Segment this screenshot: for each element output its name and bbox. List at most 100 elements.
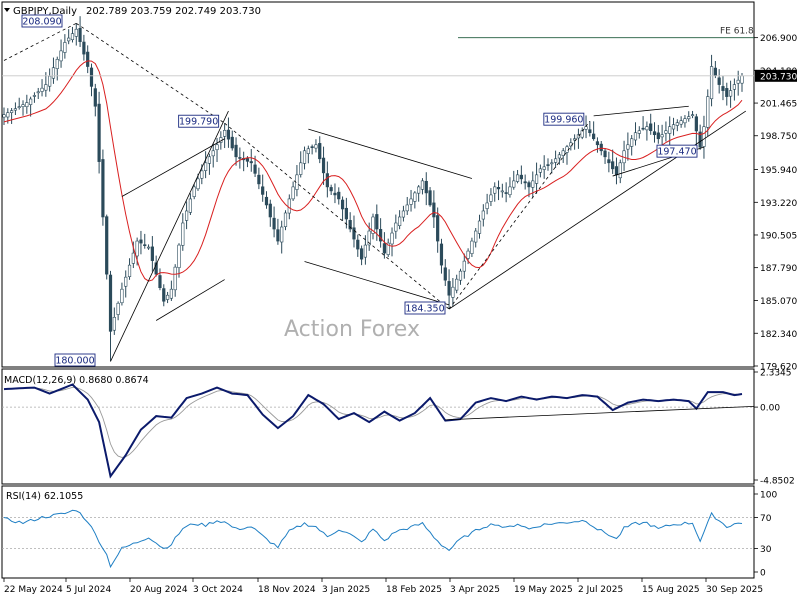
annotation-box [404, 301, 446, 315]
annotation-label: 199.960 [544, 115, 583, 126]
candle-body [337, 191, 341, 200]
candle-body [124, 276, 128, 287]
candle-body [671, 124, 676, 130]
annotation-box [656, 144, 698, 158]
upper-channel-line-1 [110, 110, 229, 362]
macd-pane-frame [1, 368, 755, 485]
candle-body [732, 84, 736, 90]
macd-line [3, 383, 743, 479]
candle-body [728, 90, 733, 97]
candle-body [709, 66, 714, 100]
candle-body [474, 230, 478, 243]
candle-body [257, 174, 261, 185]
annotation-label: 208.090 [22, 17, 61, 28]
candle-body [146, 246, 151, 249]
candle-body [455, 278, 459, 291]
candle-body [116, 302, 120, 315]
candle-body [614, 166, 619, 176]
price-tick-label: 206.900 [760, 34, 797, 44]
candle-body [382, 243, 387, 254]
x-tick-label: 3 Jan 2025 [322, 585, 370, 595]
candle-body [333, 192, 337, 196]
x-tick-label: 30 Sep 2025 [706, 585, 763, 595]
rsi-tick-label: 100 [760, 491, 777, 501]
candle-body [40, 87, 44, 92]
candle-body [424, 180, 428, 194]
candle-body [675, 122, 679, 126]
candle-body [436, 215, 440, 242]
candle-body [706, 96, 710, 128]
candle-body [641, 127, 645, 130]
lower-channel-line [155, 279, 225, 321]
candle-body [67, 37, 71, 42]
candle-body [238, 157, 242, 159]
annotation-label: 199.790 [179, 117, 218, 128]
candle-body [401, 210, 406, 218]
annotation-box [543, 112, 585, 126]
rsi-pane-frame [1, 485, 755, 579]
candle-body [428, 190, 432, 206]
candle-body [196, 178, 200, 190]
candle-body [97, 103, 101, 162]
price-tick-label: 201.465 [760, 100, 797, 110]
candle-body [717, 77, 721, 85]
candle-body [211, 150, 215, 157]
candle-body [321, 157, 326, 174]
candle-body [713, 67, 717, 76]
candle-body [611, 161, 615, 170]
candle-body [207, 156, 212, 164]
annotation-label: 184.350 [405, 304, 444, 315]
candle-body [557, 154, 562, 159]
candle-body [466, 250, 470, 259]
candle-body [36, 91, 40, 94]
candle-body [379, 229, 383, 242]
candle-body [565, 146, 569, 153]
price-tick-label: 193.220 [760, 199, 797, 209]
candle-body [291, 186, 295, 200]
candle-body [310, 146, 314, 148]
candle-body [493, 186, 497, 194]
x-tick-label: 19 May 2025 [514, 585, 573, 595]
candle-body [177, 244, 181, 268]
candle-body [504, 192, 508, 194]
candle-body [462, 260, 466, 272]
candle-body [101, 159, 105, 218]
annotation-box [21, 14, 63, 28]
candle-body [78, 28, 82, 42]
dropdown-triangle-icon[interactable] [4, 8, 10, 12]
candle-body [698, 131, 702, 148]
candle-body [451, 286, 455, 298]
candle-body [268, 203, 272, 218]
rsi-tick-label: 70 [760, 514, 772, 524]
candle-body [519, 174, 523, 180]
rsi-layer [2, 509, 754, 569]
x-tick-label: 20 Aug 2024 [130, 585, 188, 595]
candle-body [184, 210, 189, 221]
upper-channel-line-2 [121, 138, 225, 197]
price-pane-frame [1, 1, 755, 368]
x-tick-label: 3 Apr 2025 [450, 585, 500, 595]
candle-body [74, 28, 78, 37]
x-tick-label: 3 Oct 2024 [193, 585, 243, 595]
candle-body [356, 239, 360, 250]
x-tick-label: 2 Jul 2025 [578, 585, 623, 595]
candle-body [131, 252, 135, 264]
candle-body [443, 267, 447, 281]
candle-body [736, 79, 740, 84]
price-layer: FE 61.8 208.090 180.000 199.790 184.350 199.9… [2, 14, 754, 367]
candle-body [595, 141, 600, 146]
moving-average-line [3, 60, 743, 282]
candle-body [664, 130, 668, 134]
candle-body [25, 102, 29, 108]
candle-body [59, 50, 63, 62]
macd-label: MACD(12,26,9) 0.8680 0.8674 [4, 375, 149, 386]
rising-trendline [448, 110, 747, 310]
candle-body [6, 112, 10, 118]
candle-body [192, 186, 196, 197]
candle-body [105, 216, 109, 275]
candle-body [21, 104, 25, 107]
candle-body [299, 162, 303, 175]
candle-body [226, 129, 231, 140]
rsi-line [3, 509, 743, 569]
